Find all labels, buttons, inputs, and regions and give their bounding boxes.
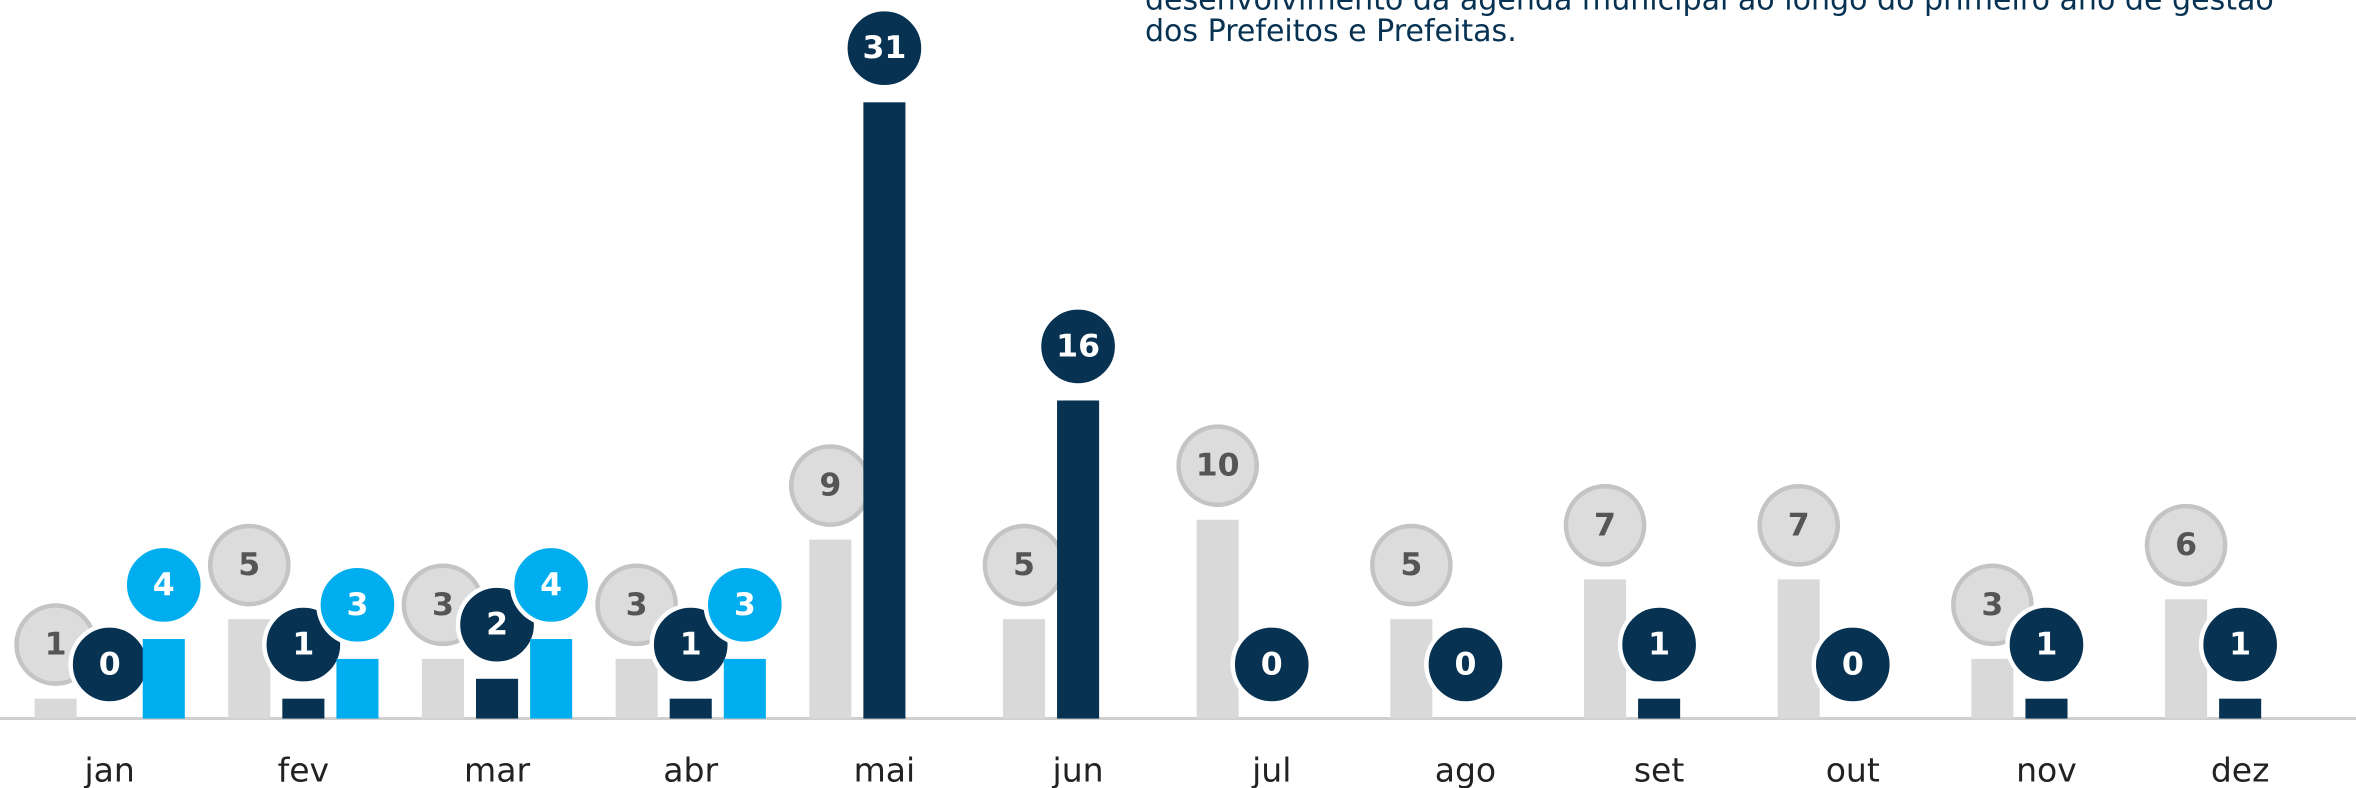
value-label: 9	[819, 468, 841, 504]
x-tick-label: out	[1826, 751, 1880, 788]
value-label: 7	[1594, 507, 1616, 543]
value-bubble	[2144, 503, 2228, 587]
value-label: 1	[2035, 627, 2057, 663]
value-label: 0	[1454, 646, 1476, 682]
bar	[863, 102, 906, 719]
bar	[336, 658, 379, 719]
value-label: 5	[238, 547, 260, 583]
value-label: 1	[45, 627, 67, 663]
value-label: 0	[99, 646, 121, 682]
bar	[1196, 519, 1239, 719]
bar	[530, 639, 573, 719]
value-bubble	[1563, 483, 1647, 567]
value-bubble	[1176, 424, 1259, 507]
bar	[669, 698, 712, 719]
bar	[1777, 579, 1820, 719]
value-bubble	[316, 563, 399, 647]
value-label: 0	[1842, 646, 1864, 682]
value-bubble	[1230, 623, 1314, 706]
bar	[282, 698, 325, 719]
x-tick-label: jun	[1052, 751, 1104, 788]
value-label: 7	[1788, 507, 1810, 543]
value-bubble	[509, 543, 593, 627]
x-tick-label: jan	[83, 751, 134, 788]
value-label: 0	[1261, 646, 1283, 682]
x-tick-label: mar	[464, 751, 530, 788]
value-label: 1	[292, 627, 314, 663]
value-bubble	[122, 543, 206, 627]
bar	[476, 678, 519, 719]
value-bubble	[1617, 603, 1701, 686]
value-label: 1	[1648, 627, 1670, 663]
value-label: 3	[626, 587, 648, 623]
value-bubble	[1811, 623, 1895, 706]
value-label: 3	[346, 587, 368, 623]
value-bubble	[1757, 483, 1841, 567]
value-bubble	[2198, 603, 2282, 686]
value-label: 16	[1056, 328, 1100, 364]
bar	[809, 539, 852, 719]
x-tick-label: mai	[854, 751, 916, 788]
x-tick-label: nov	[2016, 751, 2077, 788]
value-label: 6	[2175, 527, 2197, 563]
value-label: 3	[432, 587, 454, 623]
value-bubble	[1424, 623, 1507, 706]
bar	[142, 639, 185, 719]
value-bubble	[843, 6, 926, 90]
bar	[421, 658, 464, 719]
x-tick-label: abr	[663, 751, 718, 788]
value-label: 4	[540, 567, 562, 603]
value-label: 1	[680, 627, 702, 663]
value-bubble	[703, 563, 787, 647]
bar	[1971, 658, 2014, 719]
value-label: 2	[486, 607, 508, 643]
value-bubble	[1370, 523, 1453, 607]
bar	[2025, 698, 2068, 719]
value-label: 3	[1981, 587, 2003, 623]
x-tick-label: set	[1634, 751, 1685, 788]
bar	[1002, 619, 1046, 719]
value-label: 10	[1196, 448, 1240, 484]
bar	[615, 658, 658, 719]
x-tick-label: ago	[1435, 751, 1496, 788]
note-line: desenvolvimento da agenda municipal ao l…	[1145, 0, 2274, 17]
x-tick-label: fev	[278, 751, 330, 788]
bar	[1057, 400, 1100, 719]
note-line: dos Prefeitos e Prefeitas.	[1145, 14, 1517, 49]
bar	[34, 698, 77, 719]
value-label: 5	[1400, 547, 1422, 583]
value-label: 5	[1013, 547, 1035, 583]
value-bubble	[207, 523, 291, 607]
value-bubble	[1036, 305, 1120, 388]
bar	[2165, 599, 2208, 719]
bar	[723, 658, 766, 719]
x-tick-label: jul	[1251, 751, 1291, 788]
value-label: 3	[734, 587, 756, 623]
value-label: 4	[153, 567, 175, 603]
bar	[1638, 698, 1681, 719]
value-label: 1	[2229, 627, 2251, 663]
value-bubble	[2005, 603, 2088, 686]
value-label: 31	[862, 30, 906, 66]
bar	[2219, 698, 2262, 719]
x-tick-label: dez	[2211, 751, 2270, 788]
